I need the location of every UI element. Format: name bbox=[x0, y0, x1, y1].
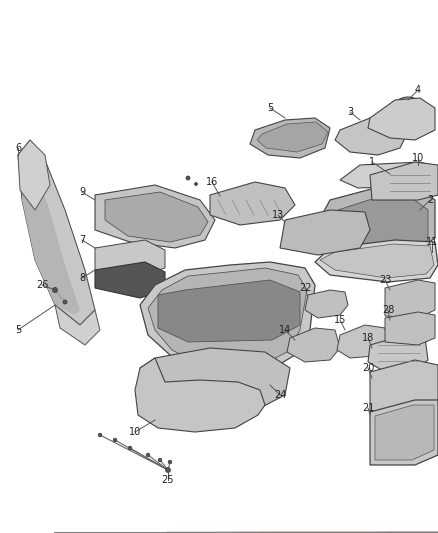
Polygon shape bbox=[315, 240, 438, 282]
Polygon shape bbox=[140, 262, 315, 375]
Polygon shape bbox=[280, 210, 370, 255]
Text: 1: 1 bbox=[369, 157, 375, 167]
Text: 4: 4 bbox=[415, 85, 421, 95]
Circle shape bbox=[186, 176, 190, 180]
Text: 23: 23 bbox=[379, 275, 391, 285]
Circle shape bbox=[400, 381, 410, 391]
Circle shape bbox=[194, 182, 198, 185]
Bar bbox=[292, 236, 306, 244]
Polygon shape bbox=[22, 165, 80, 315]
Bar bbox=[336, 236, 350, 244]
Circle shape bbox=[397, 104, 419, 126]
Text: 28: 28 bbox=[382, 305, 394, 315]
Circle shape bbox=[395, 376, 415, 396]
Polygon shape bbox=[140, 348, 290, 412]
Circle shape bbox=[113, 438, 117, 442]
Circle shape bbox=[166, 467, 170, 472]
Text: 13: 13 bbox=[272, 210, 284, 220]
Polygon shape bbox=[257, 122, 328, 152]
Polygon shape bbox=[370, 162, 438, 200]
Polygon shape bbox=[250, 118, 330, 158]
Polygon shape bbox=[370, 360, 438, 412]
Text: 15: 15 bbox=[334, 315, 346, 325]
Bar bbox=[310, 298, 335, 310]
Circle shape bbox=[367, 131, 377, 141]
Polygon shape bbox=[368, 98, 435, 140]
Bar bbox=[314, 236, 328, 244]
Polygon shape bbox=[335, 118, 408, 155]
Text: 10: 10 bbox=[412, 153, 424, 163]
Text: 11: 11 bbox=[426, 237, 438, 247]
Circle shape bbox=[98, 433, 102, 437]
Circle shape bbox=[158, 458, 162, 462]
Polygon shape bbox=[337, 325, 388, 358]
Polygon shape bbox=[148, 268, 307, 370]
Circle shape bbox=[146, 453, 150, 457]
Text: 22: 22 bbox=[299, 283, 311, 293]
Polygon shape bbox=[370, 400, 438, 465]
Circle shape bbox=[53, 287, 57, 293]
Text: 3: 3 bbox=[347, 107, 353, 117]
Text: 10: 10 bbox=[129, 427, 141, 437]
Text: 5: 5 bbox=[15, 325, 21, 335]
Polygon shape bbox=[158, 280, 300, 342]
Circle shape bbox=[390, 97, 426, 133]
Polygon shape bbox=[55, 305, 100, 345]
Bar bbox=[292, 226, 306, 234]
Polygon shape bbox=[322, 198, 428, 256]
Bar bbox=[336, 226, 350, 234]
Text: 16: 16 bbox=[206, 177, 218, 187]
Polygon shape bbox=[385, 280, 435, 318]
Circle shape bbox=[362, 126, 382, 146]
Text: 5: 5 bbox=[267, 103, 273, 113]
Circle shape bbox=[63, 300, 67, 304]
Circle shape bbox=[403, 110, 413, 120]
Circle shape bbox=[168, 460, 172, 464]
Polygon shape bbox=[287, 328, 340, 362]
Polygon shape bbox=[135, 358, 265, 432]
Polygon shape bbox=[95, 262, 165, 298]
Polygon shape bbox=[210, 182, 295, 225]
Polygon shape bbox=[315, 188, 435, 258]
Polygon shape bbox=[105, 192, 208, 242]
Text: 7: 7 bbox=[79, 235, 85, 245]
Text: 18: 18 bbox=[362, 333, 374, 343]
Polygon shape bbox=[320, 244, 434, 278]
Text: 9: 9 bbox=[79, 187, 85, 197]
Text: 6: 6 bbox=[15, 143, 21, 153]
Polygon shape bbox=[305, 290, 348, 318]
Circle shape bbox=[128, 446, 132, 450]
Polygon shape bbox=[368, 335, 428, 372]
Polygon shape bbox=[375, 405, 434, 460]
Polygon shape bbox=[95, 185, 215, 248]
Text: 24: 24 bbox=[274, 390, 286, 400]
Polygon shape bbox=[385, 312, 435, 345]
Polygon shape bbox=[95, 240, 165, 276]
Text: 25: 25 bbox=[162, 475, 174, 485]
Polygon shape bbox=[18, 140, 50, 210]
Polygon shape bbox=[18, 140, 95, 325]
Bar bbox=[314, 226, 328, 234]
Text: 2: 2 bbox=[427, 195, 433, 205]
Text: 21: 21 bbox=[362, 403, 374, 413]
Polygon shape bbox=[340, 162, 438, 188]
Text: 20: 20 bbox=[362, 363, 374, 373]
Text: 8: 8 bbox=[79, 273, 85, 283]
Text: 26: 26 bbox=[36, 280, 48, 290]
Text: 14: 14 bbox=[279, 325, 291, 335]
